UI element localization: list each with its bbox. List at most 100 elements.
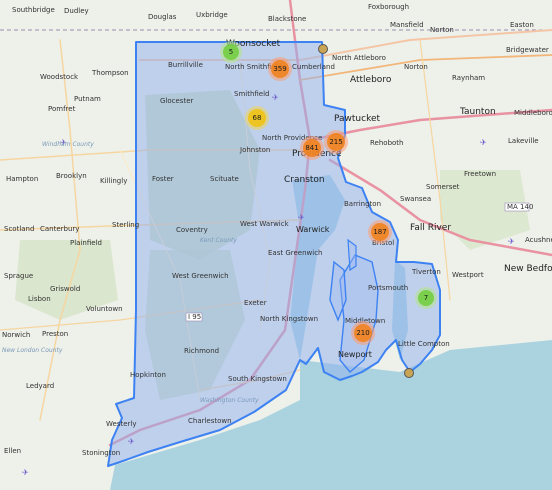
place-label: Easton bbox=[510, 21, 534, 29]
airport-icon: ✈ bbox=[298, 213, 305, 222]
conanicut-island bbox=[329, 260, 347, 322]
airport-icon: ✈ bbox=[128, 437, 135, 446]
place-label: Hopkinton bbox=[130, 371, 166, 379]
place-label: Thompson bbox=[92, 69, 129, 77]
cluster-count: 215 bbox=[327, 133, 345, 151]
place-label: Woonsocket bbox=[226, 39, 281, 49]
place-label: Canterbury bbox=[40, 225, 80, 233]
place-label: Rehoboth bbox=[370, 139, 404, 147]
airport-icon: ✈ bbox=[508, 237, 515, 246]
cluster-count: 187 bbox=[371, 223, 389, 241]
place-label: Attleboro bbox=[350, 75, 392, 85]
cluster-marker[interactable]: 841 bbox=[300, 136, 324, 160]
place-label: Pawtucket bbox=[334, 114, 381, 124]
place-label: Swansea bbox=[400, 195, 432, 203]
place-label: Johnston bbox=[240, 146, 271, 154]
place-label: North Smithfield bbox=[225, 63, 283, 71]
place-label: Hampton bbox=[6, 175, 39, 183]
cluster-marker[interactable]: 215 bbox=[324, 130, 348, 154]
cluster-count: 210 bbox=[354, 324, 372, 342]
place-label: Westport bbox=[452, 271, 484, 279]
place-label: Pomfret bbox=[48, 105, 76, 113]
airport-icon: ✈ bbox=[480, 138, 487, 147]
place-label: Tiverton bbox=[412, 268, 441, 276]
place-label: Norton bbox=[430, 26, 454, 34]
place-label: Burrillville bbox=[168, 61, 203, 69]
place-label: Acushnet bbox=[525, 236, 552, 244]
place-label: Lakeville bbox=[508, 137, 539, 145]
cluster-marker[interactable]: 5 bbox=[220, 41, 242, 63]
place-label: Scotland bbox=[4, 225, 35, 233]
route-shield bbox=[504, 202, 530, 212]
place-label: Middleborough bbox=[514, 109, 552, 117]
county-label: Kent County bbox=[200, 237, 237, 244]
place-label: Southbridge bbox=[12, 6, 55, 14]
place-label: Newport bbox=[338, 350, 372, 359]
place-label: New Bedford bbox=[504, 264, 552, 274]
airport-icon: ✈ bbox=[60, 138, 67, 147]
place-label: Richmond bbox=[184, 347, 220, 355]
map-marker[interactable] bbox=[404, 368, 414, 378]
place-label: Ellen bbox=[4, 447, 22, 455]
place-label: Sterling bbox=[112, 221, 140, 229]
place-label: Little Compton bbox=[398, 340, 450, 348]
place-label: Scituate bbox=[210, 175, 239, 183]
cluster-marker[interactable]: 210 bbox=[351, 321, 375, 345]
route-shield bbox=[185, 312, 203, 322]
place-label: Taunton bbox=[460, 107, 496, 117]
place-label: Ledyard bbox=[26, 382, 55, 390]
place-label: Raynham bbox=[452, 74, 486, 82]
cluster-marker[interactable]: 187 bbox=[368, 220, 392, 244]
place-label: Fall River bbox=[410, 223, 452, 233]
airport-icon: ✈ bbox=[272, 93, 279, 102]
airport-icon: ✈ bbox=[22, 468, 29, 477]
place-label: Coventry bbox=[176, 226, 208, 234]
rhode-island-region bbox=[107, 41, 441, 467]
place-label: Stonington bbox=[82, 449, 121, 457]
place-label: Griswold bbox=[50, 285, 81, 293]
prudence-island bbox=[347, 238, 357, 272]
place-label: Smithfield bbox=[234, 90, 270, 98]
cluster-marker[interactable]: 359 bbox=[268, 57, 292, 81]
county-label: Washington County bbox=[200, 397, 259, 404]
forest-area bbox=[440, 170, 530, 250]
place-label: North Providence bbox=[262, 134, 323, 142]
place-label: West Greenwich bbox=[172, 272, 229, 280]
cluster-count: 7 bbox=[418, 290, 434, 306]
cluster-marker[interactable]: 7 bbox=[415, 287, 437, 309]
ocean bbox=[110, 340, 552, 490]
place-label: South Kingstown bbox=[228, 375, 287, 383]
place-label: Douglas bbox=[148, 13, 177, 21]
place-label: North Kingstown bbox=[260, 315, 319, 323]
place-label: Warwick bbox=[296, 225, 330, 234]
place-label: Plainfield bbox=[70, 239, 102, 247]
place-label: Norwich bbox=[2, 331, 31, 339]
cluster-marker[interactable]: 68 bbox=[245, 106, 269, 130]
cluster-count: 841 bbox=[303, 139, 321, 157]
place-label: North Attleboro bbox=[332, 54, 386, 62]
cluster-count: 5 bbox=[223, 44, 239, 60]
place-label: Sprague bbox=[4, 272, 34, 280]
place-label: Charlestown bbox=[188, 417, 232, 425]
place-label: Brooklyn bbox=[56, 172, 87, 180]
place-label: Freetown bbox=[464, 170, 497, 178]
place-label: Cumberland bbox=[292, 63, 335, 71]
place-label: Dudley bbox=[64, 7, 89, 15]
place-label: Foxborough bbox=[368, 3, 410, 11]
county-label: New London County bbox=[2, 347, 63, 354]
place-label: West Warwick bbox=[240, 220, 289, 228]
place-label: East Greenwich bbox=[268, 249, 323, 257]
place-label: Blackstone bbox=[268, 15, 307, 23]
place-label: Uxbridge bbox=[196, 11, 228, 19]
place-label: Bridgewater bbox=[506, 46, 549, 54]
forest-area bbox=[15, 240, 118, 320]
place-label: Woodstock bbox=[40, 73, 79, 81]
place-label: Lisbon bbox=[28, 295, 51, 303]
cluster-count: 359 bbox=[271, 60, 289, 78]
place-label: Cranston bbox=[284, 175, 325, 185]
place-label: Mansfield bbox=[390, 21, 424, 29]
place-label: Killingly bbox=[100, 177, 128, 185]
map-marker[interactable] bbox=[318, 44, 328, 54]
